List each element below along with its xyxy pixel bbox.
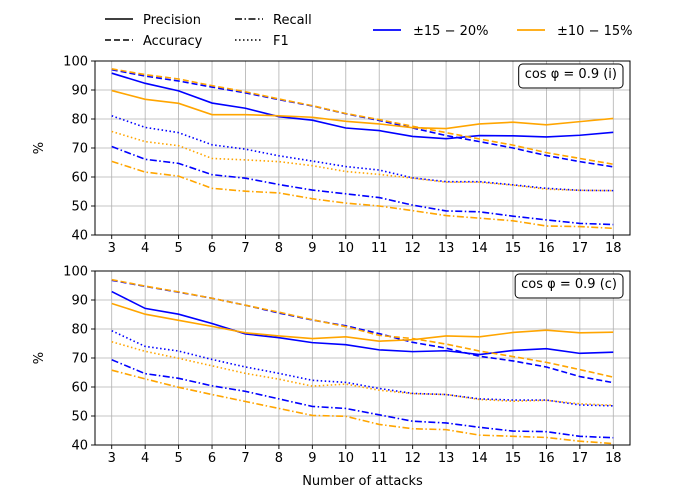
y-axis: 40 50 60 70 80 90 100 bbox=[63, 265, 95, 454]
y-tick-label: 40 bbox=[71, 439, 88, 454]
x-tick-label: 17 bbox=[572, 451, 589, 466]
x-tick-label: 11 bbox=[371, 241, 388, 256]
x-tick-label: 3 bbox=[108, 451, 116, 466]
x-tick-label: 16 bbox=[538, 241, 555, 256]
y-axis-label: % bbox=[32, 142, 47, 154]
x-tick-label: 18 bbox=[605, 451, 622, 466]
annotation-frame bbox=[518, 63, 624, 89]
x-tick-label: 10 bbox=[338, 241, 355, 256]
x-tick-label: 13 bbox=[438, 451, 455, 466]
x-tick-label: 5 bbox=[174, 451, 182, 466]
x-tick-label: 10 bbox=[338, 451, 355, 466]
series-line-recall bbox=[111, 145, 614, 226]
annotation-text: cos φ = 0.9 (i) bbox=[525, 67, 617, 82]
series-line-recall bbox=[111, 369, 614, 445]
x-axis-label: Number of attacks bbox=[302, 474, 423, 489]
y-tick-label: 60 bbox=[71, 381, 88, 396]
x-tick-label: 6 bbox=[208, 451, 216, 466]
x-tick-label: 7 bbox=[241, 241, 249, 256]
legend: Precision Recall Accuracy F1 ±15 − 20% ±10 − … bbox=[105, 13, 633, 49]
x-tick-label: 14 bbox=[471, 451, 488, 466]
x-tick-label: 12 bbox=[404, 451, 421, 466]
x-tick-label: 17 bbox=[572, 241, 589, 256]
x-tick-label: 4 bbox=[141, 451, 149, 466]
series-line-recall bbox=[111, 359, 614, 439]
x-tick-label: 11 bbox=[371, 451, 388, 466]
legend-item-color-2: ±10 − 15% bbox=[517, 24, 633, 39]
series-line-f1 bbox=[111, 130, 614, 192]
annotation-box: cos φ = 0.9 (i) bbox=[518, 63, 624, 89]
y-tick-label: 80 bbox=[71, 113, 88, 128]
y-tick-label: 50 bbox=[71, 200, 88, 215]
series-line-accuracy bbox=[111, 68, 614, 166]
x-tick-label: 3 bbox=[108, 241, 116, 256]
chart-panel-bottom: 3 4 5 6 7 8 9 10 11 12 13 14 15 16 17 18 40 50 60 70 80 90 100… bbox=[32, 265, 631, 489]
y-tick-label: 100 bbox=[63, 265, 88, 280]
series-line-precision bbox=[111, 72, 614, 140]
y-tick-label: 40 bbox=[71, 229, 88, 244]
x-tick-label: 4 bbox=[141, 241, 149, 256]
series-line-f1 bbox=[111, 330, 614, 407]
x-tick-label: 12 bbox=[404, 241, 421, 256]
x-tick-label: 8 bbox=[275, 451, 283, 466]
y-axis-label: % bbox=[32, 352, 47, 364]
series-group bbox=[111, 278, 614, 445]
annotation-box: cos φ = 0.9 (c) bbox=[514, 273, 624, 299]
x-tick-label: 13 bbox=[438, 241, 455, 256]
series-line-precision bbox=[111, 290, 614, 356]
x-tick-label: 9 bbox=[308, 241, 316, 256]
legend-label: Accuracy bbox=[143, 34, 203, 49]
x-tick-label: 18 bbox=[605, 241, 622, 256]
legend-label: F1 bbox=[273, 34, 289, 49]
series-line-f1 bbox=[111, 340, 614, 407]
legend-label: Recall bbox=[273, 13, 312, 28]
x-tick-label: 15 bbox=[505, 451, 522, 466]
legend-item-recall: Recall bbox=[235, 13, 312, 28]
legend-label: Precision bbox=[143, 13, 201, 28]
x-tick-label: 16 bbox=[538, 451, 555, 466]
x-tick-label: 6 bbox=[208, 241, 216, 256]
series-line-precision bbox=[111, 89, 614, 130]
y-tick-label: 50 bbox=[71, 410, 88, 425]
y-tick-label: 100 bbox=[63, 55, 88, 70]
y-axis: 40 50 60 70 80 90 100 bbox=[63, 55, 95, 244]
x-tick-label: 7 bbox=[241, 451, 249, 466]
y-tick-label: 60 bbox=[71, 171, 88, 186]
legend-item-color-1: ±15 − 20% bbox=[373, 24, 489, 39]
legend-label: ±10 − 15% bbox=[557, 24, 633, 39]
x-tick-label: 8 bbox=[275, 241, 283, 256]
x-tick-label: 9 bbox=[308, 451, 316, 466]
legend-label: ±15 − 20% bbox=[413, 24, 489, 39]
x-axis: 3 4 5 6 7 8 9 10 11 12 13 14 15 16 17 18 bbox=[108, 445, 622, 466]
series-line-precision bbox=[111, 302, 614, 342]
series-group bbox=[111, 68, 614, 230]
x-axis: 3 4 5 6 7 8 9 10 11 12 13 14 15 16 17 18 bbox=[108, 235, 622, 256]
x-tick-label: 5 bbox=[174, 241, 182, 256]
x-tick-label: 14 bbox=[471, 241, 488, 256]
y-tick-label: 80 bbox=[71, 323, 88, 338]
y-tick-label: 70 bbox=[71, 142, 88, 157]
x-tick-label: 15 bbox=[505, 241, 522, 256]
annotation-frame bbox=[514, 273, 624, 299]
legend-item-f1: F1 bbox=[235, 34, 289, 49]
y-tick-label: 90 bbox=[71, 84, 88, 99]
series-line-accuracy bbox=[111, 278, 614, 378]
y-tick-label: 70 bbox=[71, 352, 88, 367]
legend-item-precision: Precision bbox=[105, 13, 201, 28]
y-tick-label: 90 bbox=[71, 294, 88, 309]
series-line-recall bbox=[111, 160, 614, 230]
legend-item-accuracy: Accuracy bbox=[105, 34, 203, 49]
annotation-text: cos φ = 0.9 (c) bbox=[521, 277, 617, 292]
series-line-f1 bbox=[111, 115, 614, 192]
chart-panel-top: 3 4 5 6 7 8 9 10 11 12 13 14 15 16 17 18 40 50 60 70 80 90 100… bbox=[32, 55, 631, 256]
